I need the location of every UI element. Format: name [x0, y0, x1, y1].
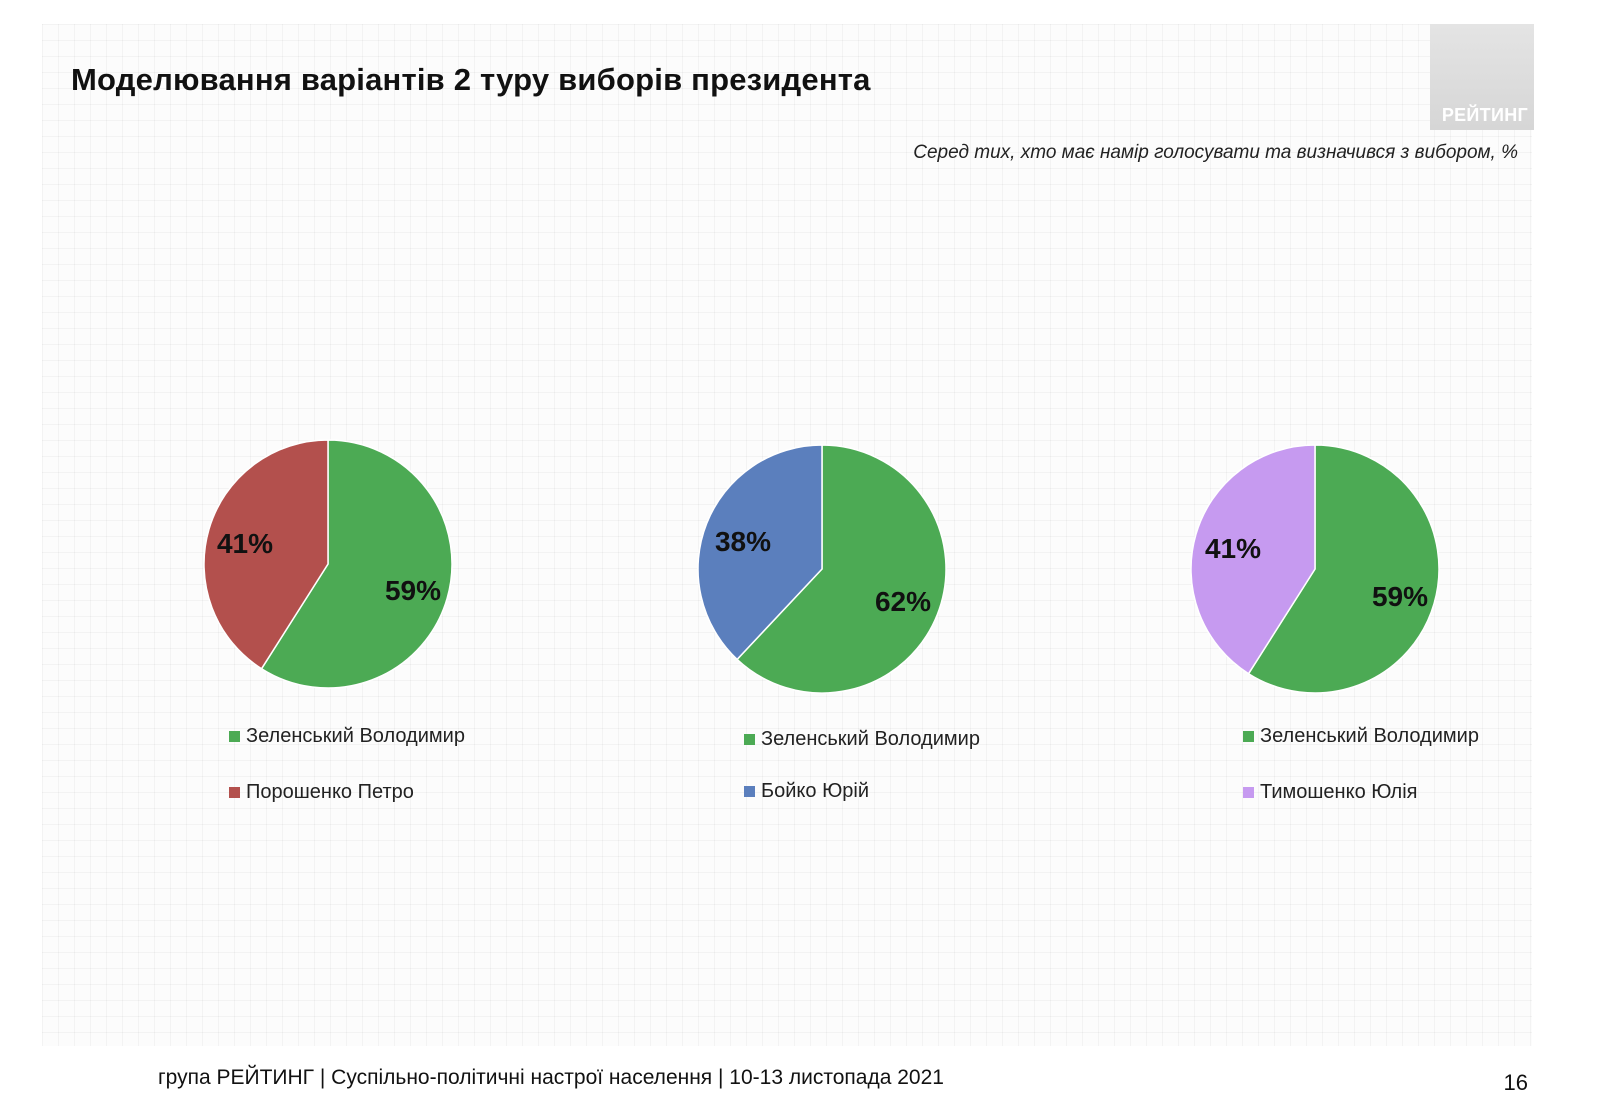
pie-2-label-boyko: 38% — [715, 526, 771, 557]
legend-item: Зеленський Володимир — [744, 727, 980, 751]
logo-text: РЕЙТИНГ — [1441, 105, 1528, 125]
pie-chart-2: 62% 38% — [697, 444, 947, 694]
pie-1-label-zelensky: 59% — [385, 575, 441, 606]
chart-subtitle: Серед тих, хто має намір голосувати та в… — [913, 142, 1518, 163]
legend-item: Тимошенко Юлія — [1243, 780, 1479, 804]
pie-chart-3: 59% 41% — [1190, 444, 1440, 694]
pie-1-label-poroshenko: 41% — [217, 528, 273, 559]
pie-2-slice-zelensky — [736, 444, 947, 694]
footer-text: група РЕЙТИНГ | Суспільно-політичні наст… — [158, 1066, 944, 1089]
legend-item: Зеленський Володимир — [1243, 724, 1479, 748]
legend-swatch — [1243, 786, 1254, 798]
legend-swatch — [229, 730, 240, 742]
pie-1-legend: Зеленський Володимир Порошенко Петро — [229, 724, 465, 804]
legend-label: Тимошенко Юлія — [1260, 780, 1418, 803]
legend-item: Бойко Юрій — [744, 779, 980, 803]
legend-swatch — [229, 786, 240, 798]
legend-swatch — [1243, 730, 1254, 742]
legend-label: Порошенко Петро — [246, 780, 414, 803]
legend-item: Порошенко Петро — [229, 780, 465, 804]
page-number: 16 — [1503, 1070, 1528, 1095]
pie-2-legend: Зеленський Володимир Бойко Юрій — [744, 727, 980, 803]
rating-logo: РЕЙТИНГ — [1430, 24, 1534, 130]
legend-swatch — [744, 733, 755, 745]
legend-label: Бойко Юрій — [761, 779, 870, 802]
pie-3-label-tymoshenko: 41% — [1205, 533, 1261, 564]
legend-swatch — [744, 785, 755, 797]
pie-3-slice-tymoshenko — [1190, 444, 1316, 675]
pie-3-label-zelensky: 59% — [1372, 581, 1428, 612]
pie-3-legend: Зеленський Володимир Тимошенко Юлія — [1243, 724, 1479, 804]
legend-label: Зеленський Володимир — [246, 724, 465, 747]
pie-1-slice-poroshenko — [203, 439, 329, 670]
pie-3-slice-zelensky — [1247, 444, 1440, 694]
pie-2-slice-boyko — [697, 444, 823, 661]
pie-2-label-zelensky: 62% — [875, 586, 931, 617]
page-title: Моделювання варіантів 2 туру виборів пре… — [71, 62, 871, 97]
pie-1-slice-zelensky — [260, 439, 453, 689]
pie-chart-1: 59% 41% — [203, 439, 453, 689]
legend-label: Зеленський Володимир — [761, 727, 980, 750]
legend-item: Зеленський Володимир — [229, 724, 465, 748]
legend-label: Зеленський Володимир — [1260, 724, 1479, 747]
